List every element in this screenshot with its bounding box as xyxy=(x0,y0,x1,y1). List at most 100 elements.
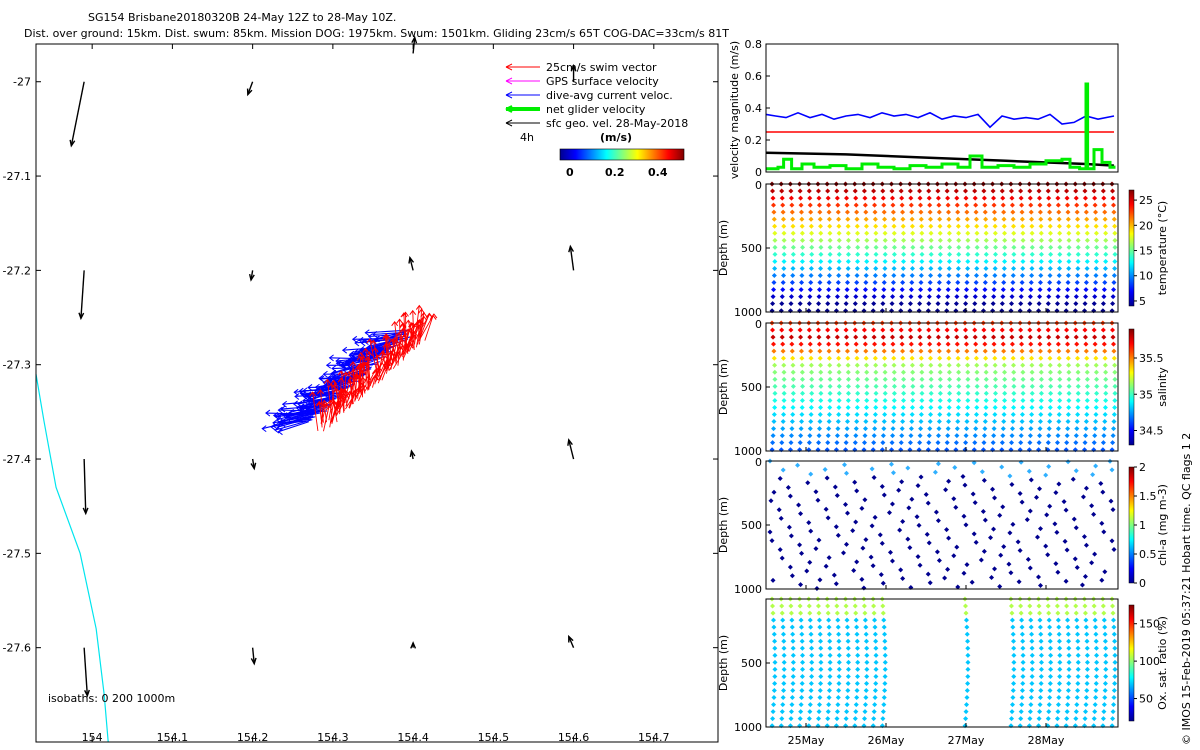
section-marker xyxy=(873,265,879,271)
section-marker xyxy=(1056,680,1062,686)
section-marker xyxy=(859,505,865,511)
section-marker xyxy=(926,294,932,300)
section-marker xyxy=(1066,237,1072,243)
section-marker xyxy=(909,419,915,425)
section-marker xyxy=(937,244,943,250)
section-marker xyxy=(770,433,776,439)
section-marker xyxy=(1093,369,1099,375)
map-xtick-label: 154 xyxy=(82,731,103,744)
section-marker xyxy=(818,376,824,382)
section-marker xyxy=(800,390,806,396)
section-marker xyxy=(844,202,850,208)
section-marker xyxy=(927,426,933,432)
geo-velocity-vector xyxy=(567,438,575,460)
section-marker xyxy=(817,624,823,630)
dac-vector xyxy=(325,383,355,395)
section-marker xyxy=(1094,652,1100,658)
section-marker xyxy=(881,280,887,286)
section-marker xyxy=(823,506,829,512)
section-marker xyxy=(817,688,823,694)
section-marker xyxy=(854,404,860,410)
section-marker xyxy=(1084,383,1090,389)
section-marker xyxy=(1082,334,1088,340)
section-marker xyxy=(1064,294,1070,300)
section-marker xyxy=(1011,390,1017,396)
section-marker xyxy=(845,631,851,637)
section-marker xyxy=(873,362,879,368)
section-marker xyxy=(1092,195,1098,201)
section-marker xyxy=(1036,716,1042,722)
section-marker xyxy=(999,440,1005,446)
section-marker xyxy=(854,695,860,701)
map-ytick-label: -27.4 xyxy=(3,453,31,466)
section-marker xyxy=(798,702,804,708)
section-marker xyxy=(981,327,987,333)
section-marker xyxy=(1103,230,1109,236)
section-marker xyxy=(873,666,879,672)
section-marker xyxy=(1025,556,1031,562)
section-marker xyxy=(862,617,868,623)
section-marker xyxy=(927,355,933,361)
section-marker xyxy=(1038,397,1044,403)
section-marker xyxy=(770,577,776,583)
section-marker xyxy=(956,258,962,264)
section-marker xyxy=(964,702,970,708)
swim-vector-head xyxy=(320,402,328,408)
section-colorbar xyxy=(1128,466,1135,584)
section-marker xyxy=(1046,341,1052,347)
section-marker xyxy=(899,195,905,201)
section-marker xyxy=(772,230,778,236)
section-marker xyxy=(956,376,962,382)
geo-velocity-vector xyxy=(248,270,255,282)
section-marker xyxy=(872,624,878,630)
section-marker xyxy=(945,195,951,201)
section-marker xyxy=(918,280,924,286)
section-marker xyxy=(1001,265,1007,271)
dac-vector-head xyxy=(305,405,311,413)
section-marker xyxy=(825,440,831,446)
section-marker xyxy=(945,202,951,208)
figure-subtitle: Dist. over ground: 15km. Dist. swum: 85k… xyxy=(24,27,729,40)
section-marker xyxy=(1047,695,1053,701)
section-marker xyxy=(1073,433,1079,439)
section-marker xyxy=(974,223,980,229)
section-marker xyxy=(1074,564,1080,570)
section-marker xyxy=(827,223,833,229)
section-marker xyxy=(772,659,778,665)
section-marker xyxy=(946,273,952,279)
section-marker xyxy=(818,265,824,271)
section-marker xyxy=(799,688,805,694)
section-marker xyxy=(834,433,840,439)
map-frame xyxy=(35,43,719,743)
section-marker xyxy=(937,251,943,257)
section-marker xyxy=(836,390,842,396)
section-marker xyxy=(1056,419,1062,425)
section-marker xyxy=(928,223,934,229)
map-colorbar xyxy=(559,148,685,161)
section-marker xyxy=(982,287,988,293)
section-marker xyxy=(1024,517,1030,523)
section-marker xyxy=(1037,526,1043,532)
section-marker xyxy=(1092,610,1098,616)
section-marker xyxy=(1073,440,1079,446)
section-marker xyxy=(845,390,851,396)
section-marker xyxy=(1064,610,1070,616)
swim-vector-head xyxy=(418,308,425,314)
section-marker xyxy=(1019,202,1025,208)
section-marker xyxy=(919,376,925,382)
section-marker xyxy=(1102,404,1108,410)
section-marker xyxy=(790,383,796,389)
arrow-shaft xyxy=(80,270,85,319)
section-marker xyxy=(872,355,878,361)
section-marker xyxy=(772,251,778,257)
section-marker xyxy=(936,426,942,432)
section-marker xyxy=(1066,680,1072,686)
section-marker xyxy=(926,301,932,307)
section-marker xyxy=(983,369,989,375)
section-marker xyxy=(827,265,833,271)
section-marker xyxy=(1075,258,1081,264)
section-marker xyxy=(1110,603,1116,609)
section-marker xyxy=(1110,617,1116,623)
section-marker xyxy=(965,404,971,410)
section-marker xyxy=(954,195,960,201)
